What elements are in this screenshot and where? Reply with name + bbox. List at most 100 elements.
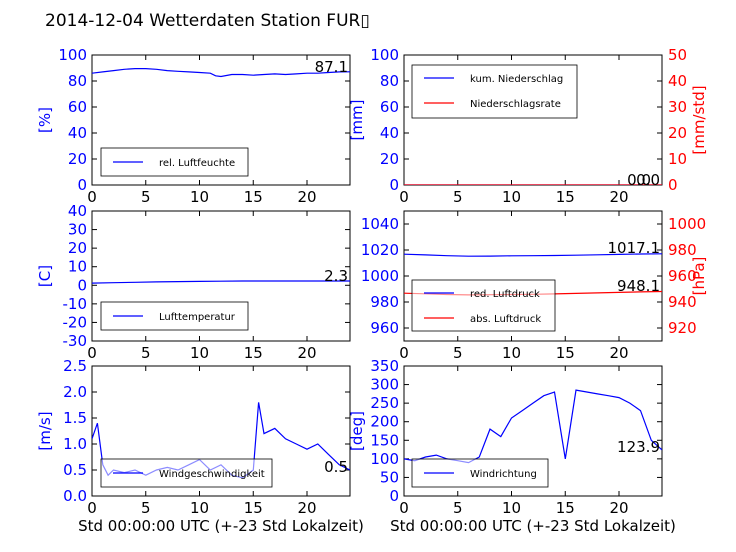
x-tick-label: 10 bbox=[502, 344, 521, 362]
y-right-tick-label: 20 bbox=[668, 124, 687, 142]
y-tick-label: 80 bbox=[68, 72, 87, 90]
plot-frame bbox=[403, 365, 663, 497]
x-tick-label: 5 bbox=[141, 344, 151, 362]
y-tick-label: 2.5 bbox=[63, 357, 87, 375]
panel-pressure: 0 5 10 15 20 960 980 1000 1020 1040 920 940 960 980 10… bbox=[361, 210, 708, 362]
x-tick-label: 0 bbox=[87, 188, 97, 206]
y-right-tick-label: 940 bbox=[668, 293, 697, 311]
x-tick-label: 10 bbox=[190, 188, 209, 206]
value-annotation: 0.0 bbox=[627, 171, 651, 189]
legend-label: Lufttemperatur bbox=[159, 312, 236, 323]
y-right-axis-label: [hPa] bbox=[690, 257, 708, 296]
value-annotation: 0.5 bbox=[324, 458, 348, 476]
y-tick-label: 960 bbox=[370, 319, 399, 337]
y-tick-label: 60 bbox=[68, 98, 87, 116]
panel-precipitation: 0 5 10 15 20 0 20 40 60 80 100 0 10 20 30 40 50 [mm] [mm/s… bbox=[348, 46, 708, 206]
y-right-tick-label: 0 bbox=[668, 176, 678, 194]
y-tick-label: 1020 bbox=[361, 241, 399, 259]
x-tick-label: 15 bbox=[244, 499, 263, 517]
series-line-0 bbox=[92, 280, 350, 284]
panel-windspeed: 0 5 10 15 20 0.0 0.5 1.0 1.5 2.0 2.5 [m/s] Std 00:00… bbox=[36, 357, 364, 535]
x-tick-label: 20 bbox=[609, 499, 628, 517]
y-tick-label: 100 bbox=[58, 46, 87, 64]
legend-label: Windgeschwindigkeit bbox=[159, 469, 265, 480]
y-axis-label: [deg] bbox=[348, 411, 366, 451]
value-annotation: 1017.1 bbox=[608, 239, 661, 257]
y-right-tick-label: 50 bbox=[668, 46, 687, 64]
y-tick-label: 20 bbox=[380, 150, 399, 168]
series-line-0 bbox=[404, 253, 662, 257]
y-tick-label: 1040 bbox=[361, 215, 399, 233]
x-tick-label: 5 bbox=[141, 188, 151, 206]
y-tick-label: -10 bbox=[63, 295, 88, 313]
x-axis-label: Std 00:00:00 UTC (+-23 Std Lokalzeit) bbox=[78, 517, 364, 535]
x-tick-label: 0 bbox=[399, 344, 409, 362]
x-tick-label: 5 bbox=[453, 188, 463, 206]
x-tick-label: 20 bbox=[297, 499, 316, 517]
y-right-tick-label: 1000 bbox=[668, 215, 706, 233]
x-tick-label: 20 bbox=[609, 344, 628, 362]
plot-frame bbox=[91, 54, 351, 186]
y-tick-label: 1.0 bbox=[63, 435, 87, 453]
value-annotation: 948.1 bbox=[617, 277, 660, 295]
legend: Windgeschwindigkeit bbox=[100, 458, 273, 488]
y-axis-label: [C] bbox=[36, 265, 54, 287]
panel-temperature: 0 5 10 15 20-30-20-10010203040[C]Lufttempera… bbox=[36, 202, 351, 362]
x-tick-label: 5 bbox=[453, 499, 463, 517]
value-annotation: 87.1 bbox=[315, 58, 348, 76]
y-tick-label: 0 bbox=[77, 276, 87, 294]
y-tick-label: 0.0 bbox=[63, 487, 87, 505]
y-tick-label: 0 bbox=[77, 176, 87, 194]
y-axis-label: [m/s] bbox=[36, 411, 54, 450]
y-tick-label: 0 bbox=[389, 176, 399, 194]
y-right-tick-label: 920 bbox=[668, 319, 697, 337]
x-tick-label: 20 bbox=[297, 188, 316, 206]
panel-humidity: 0 5 10 15 20 0 20 40 60 80 100 [%] rel. Luftfeuchte 8… bbox=[36, 46, 351, 206]
x-tick-label: 20 bbox=[609, 188, 628, 206]
y-tick-label: 0.5 bbox=[63, 461, 87, 479]
legend-label: Windrichtung bbox=[470, 469, 537, 480]
x-tick-label: 15 bbox=[556, 188, 575, 206]
y-tick-label: 50 bbox=[380, 468, 399, 486]
x-tick-label: 15 bbox=[556, 499, 575, 517]
legend: kum. Niederschlag Niederschlagsrate bbox=[411, 64, 578, 119]
y-tick-label: 980 bbox=[370, 293, 399, 311]
legend: red. Luftdruck abs. Luftdruck bbox=[411, 279, 556, 332]
y-tick-label: 20 bbox=[68, 150, 87, 168]
x-tick-label: 0 bbox=[399, 499, 409, 517]
y-tick-label: -20 bbox=[63, 313, 88, 331]
legend-label: red. Luftdruck bbox=[470, 289, 540, 300]
x-tick-label: 0 bbox=[87, 344, 97, 362]
legend: rel. Luftfeuchte bbox=[100, 147, 249, 177]
legend: Windrichtung bbox=[411, 458, 549, 488]
y-tick-label: 250 bbox=[370, 394, 399, 412]
y-tick-label: 200 bbox=[370, 413, 399, 431]
legend: Lufttemperatur bbox=[100, 301, 249, 331]
plot-frame bbox=[91, 210, 351, 342]
value-annotation: 0.0 bbox=[636, 171, 660, 189]
y-tick-label: -30 bbox=[63, 332, 88, 350]
x-tick-label: 5 bbox=[141, 499, 151, 517]
y-axis-label: [mm] bbox=[348, 100, 366, 141]
x-tick-label: 5 bbox=[453, 344, 463, 362]
y-tick-label: 40 bbox=[380, 124, 399, 142]
x-tick-label: 15 bbox=[244, 188, 263, 206]
x-tick-label: 0 bbox=[87, 499, 97, 517]
value-annotation: 2.3 bbox=[324, 267, 348, 285]
y-tick-label: 40 bbox=[68, 202, 87, 220]
y-tick-label: 2.0 bbox=[63, 383, 87, 401]
legend-label: kum. Niederschlag bbox=[470, 74, 563, 85]
x-tick-label: 10 bbox=[190, 344, 209, 362]
y-tick-label: 60 bbox=[380, 98, 399, 116]
x-tick-label: 10 bbox=[502, 188, 521, 206]
legend-label: Niederschlagsrate bbox=[470, 99, 561, 110]
y-right-axis-label: [mm/std] bbox=[690, 85, 708, 154]
y-tick-label: 100 bbox=[370, 450, 399, 468]
y-tick-label: 1.5 bbox=[63, 409, 87, 427]
legend-box bbox=[411, 279, 556, 332]
y-tick-label: 80 bbox=[380, 72, 399, 90]
y-tick-label: 300 bbox=[370, 376, 399, 394]
legend-label: abs. Luftdruck bbox=[470, 314, 541, 325]
